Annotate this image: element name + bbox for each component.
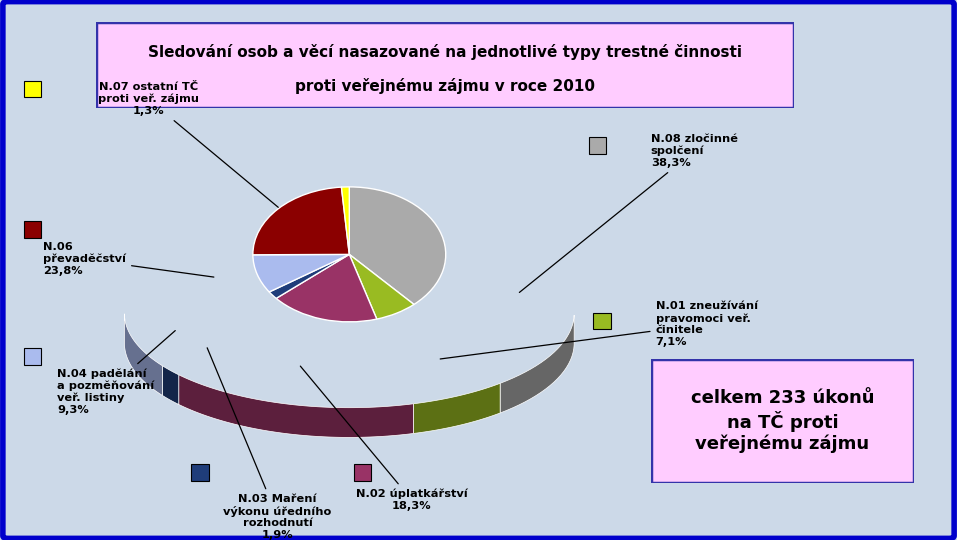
Text: N.07 ostatní TČ
proti veř. zájmu
1,3%: N.07 ostatní TČ proti veř. zájmu 1,3% <box>98 82 340 259</box>
Polygon shape <box>124 314 163 395</box>
Wedge shape <box>253 187 349 255</box>
Text: celkem 233 úkonů
na TČ proti
veřejnému zájmu: celkem 233 úkonů na TČ proti veřejnému z… <box>691 389 874 453</box>
Polygon shape <box>413 383 501 434</box>
Wedge shape <box>349 187 446 305</box>
Text: N.02 úplatkářství
18,3%: N.02 úplatkářství 18,3% <box>300 366 467 511</box>
Polygon shape <box>179 375 413 437</box>
Wedge shape <box>277 254 377 322</box>
Wedge shape <box>269 254 349 299</box>
Text: N.04 padělání
a pozměňování
veř. listiny
9,3%: N.04 padělání a pozměňování veř. listiny… <box>57 330 175 415</box>
Wedge shape <box>349 254 414 319</box>
FancyBboxPatch shape <box>96 22 794 108</box>
Text: proti veřejnému zájmu v roce 2010: proti veřejnému zájmu v roce 2010 <box>295 78 595 94</box>
Text: N.03 Maření
výkonu úředního
rozhodnutí
1,9%: N.03 Maření výkonu úředního rozhodnutí 1… <box>207 348 332 540</box>
Text: N.06
převaděčství
23,8%: N.06 převaděčství 23,8% <box>43 242 213 277</box>
Polygon shape <box>501 315 574 413</box>
Polygon shape <box>163 366 179 404</box>
Wedge shape <box>342 187 349 254</box>
Text: Sledování osob a věcí nasazované na jednotlivé typy trestné činnosti: Sledování osob a věcí nasazované na jedn… <box>148 44 742 60</box>
Text: N.01 zneužívání
pravomoci veř.
činitele
7,1%: N.01 zneužívání pravomoci veř. činitele … <box>440 301 758 359</box>
Wedge shape <box>253 254 349 292</box>
FancyBboxPatch shape <box>651 359 914 483</box>
Text: N.08 zločinné
spolčení
38,3%: N.08 zločinné spolčení 38,3% <box>520 134 738 293</box>
